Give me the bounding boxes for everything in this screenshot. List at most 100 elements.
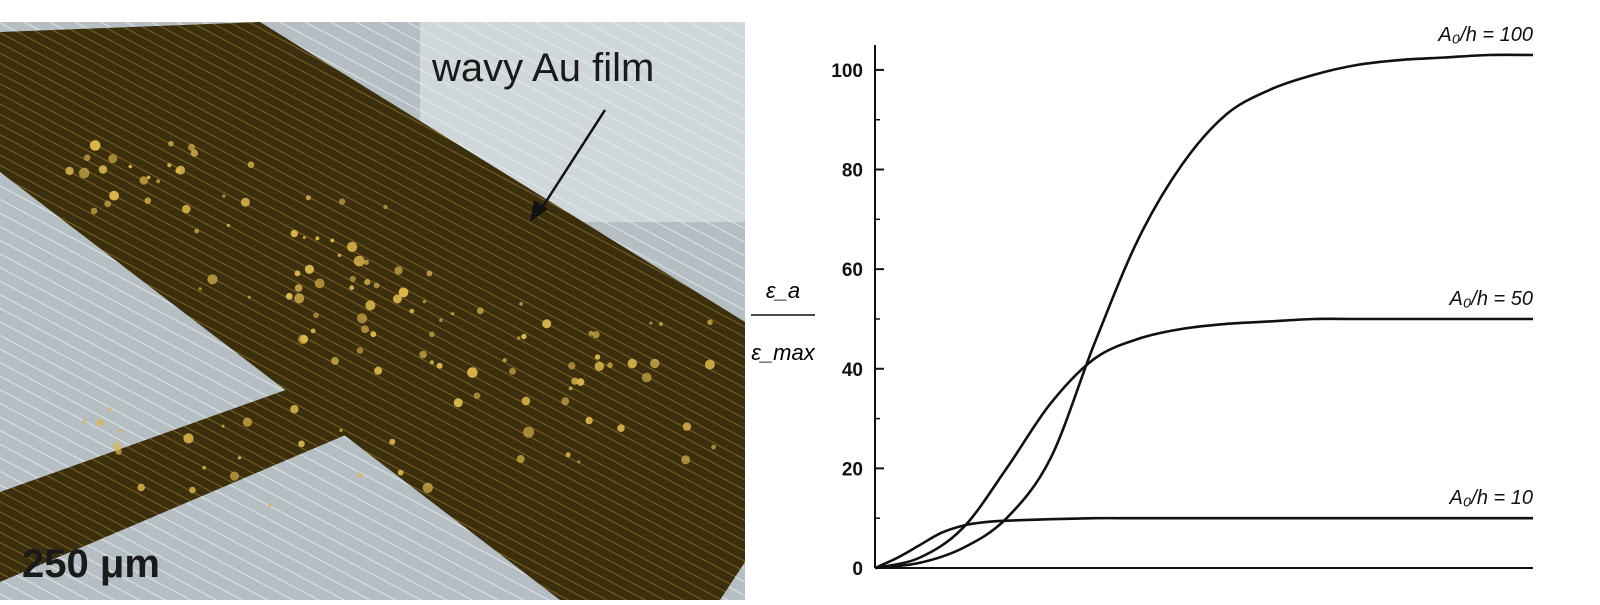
gold-grain	[300, 335, 308, 343]
y-label-numerator: ε_a	[766, 278, 800, 303]
film-lower-strip	[0, 342, 470, 582]
gold-grain	[523, 426, 535, 438]
gold-grain	[561, 397, 570, 406]
gold-grain	[109, 190, 119, 201]
gold-grain	[339, 198, 346, 205]
gold-grain	[78, 167, 90, 179]
y-tick-label: 0	[852, 559, 863, 580]
gold-grain	[588, 330, 594, 336]
gold-grain	[707, 319, 713, 326]
y-axis-label: ε_a ε_max	[751, 278, 816, 365]
gold-grain	[516, 455, 525, 463]
gold-grain	[516, 336, 521, 340]
series-labels: A₀/h = 100 A₀/h = 50 A₀/h = 10	[1437, 24, 1533, 509]
y-tick-label: 40	[842, 360, 863, 381]
gold-grain	[202, 465, 207, 470]
gold-grain	[704, 359, 715, 370]
gold-grain	[168, 140, 174, 147]
gold-grain	[112, 441, 122, 451]
series-line-1	[874, 53, 1534, 570]
gold-grain	[476, 307, 484, 315]
gold-grain	[176, 165, 186, 175]
gold-grain	[226, 223, 230, 227]
gold-grain	[429, 331, 435, 338]
gold-grain	[658, 322, 663, 326]
gold-grain	[207, 274, 218, 285]
gold-grain	[397, 469, 404, 476]
annotation-label: wavy Au film	[432, 46, 655, 90]
gold-grain	[310, 328, 316, 334]
gold-grain	[146, 175, 151, 180]
gold-grain	[363, 259, 369, 265]
gold-grain	[650, 358, 660, 369]
gold-grain	[361, 325, 369, 334]
gold-grain	[237, 456, 242, 460]
chart-axes	[874, 45, 1533, 569]
gold-grain	[128, 164, 133, 169]
gold-grain	[681, 455, 691, 465]
series-label-2: A₀/h = 50	[1449, 288, 1534, 310]
gold-grain	[521, 333, 527, 340]
gold-grain	[330, 238, 335, 243]
micrograph-panel: wavy Au film 250 μm	[0, 22, 745, 600]
gold-grain	[571, 377, 579, 385]
y-tick-label: 60	[842, 260, 863, 281]
gold-grain	[594, 354, 601, 360]
gold-grain	[104, 200, 112, 208]
gold-grain	[356, 347, 364, 354]
gold-grain	[90, 207, 98, 215]
series-curves	[874, 53, 1534, 570]
gold-grain	[137, 483, 145, 492]
gold-grain	[409, 308, 415, 314]
gold-grain	[167, 163, 172, 168]
gold-grain	[357, 313, 368, 324]
gold-grain	[373, 282, 380, 289]
gold-grain	[118, 429, 123, 434]
gold-grain	[188, 143, 195, 151]
gold-grain	[594, 361, 604, 371]
gold-grain	[229, 471, 239, 481]
gold-grain	[592, 331, 600, 339]
gold-grain	[314, 278, 325, 289]
gold-grain	[509, 367, 516, 375]
gold-grain	[439, 318, 443, 323]
gold-grain	[285, 292, 293, 300]
gold-grain	[426, 270, 433, 277]
gold-grain	[305, 195, 311, 201]
film-diagonal-strip	[0, 22, 745, 600]
gold-grain	[617, 424, 625, 433]
gold-grain	[337, 253, 342, 257]
gold-grain	[364, 279, 371, 286]
gold-grain	[467, 367, 478, 378]
annotation-arrowhead	[530, 200, 548, 222]
gold-grain	[521, 396, 531, 406]
gold-grain	[304, 264, 314, 274]
gold-grain	[298, 440, 305, 448]
gold-grain	[156, 179, 161, 184]
gold-grain	[247, 161, 255, 168]
gold-grain	[242, 417, 252, 427]
gold-grain	[96, 419, 104, 427]
gold-grain	[374, 366, 383, 375]
micrograph-image	[0, 22, 745, 600]
gold-grain	[519, 302, 523, 306]
gold-grain	[370, 331, 377, 338]
gold-grain	[240, 197, 250, 207]
gold-grain	[294, 293, 305, 304]
gold-grain	[339, 428, 343, 432]
gold-grain	[568, 386, 573, 391]
gold-grain	[268, 503, 272, 508]
gold-grain	[565, 452, 571, 458]
gold-grain	[585, 416, 593, 425]
chart-panel: 0 20 40 60 80 100 A₀/h = 100 A₀/h = 50 A₀/h = 1…	[745, 0, 1600, 600]
gold-grain	[649, 321, 653, 325]
gold-grain	[144, 197, 152, 204]
gold-grain	[294, 270, 301, 277]
gold-grain	[711, 444, 716, 450]
gold-grain	[389, 438, 396, 445]
gold-grains	[65, 140, 716, 508]
gold-grain	[453, 398, 463, 408]
gold-grain	[568, 362, 576, 370]
gold-grain	[189, 486, 196, 494]
gold-grain	[641, 372, 652, 383]
